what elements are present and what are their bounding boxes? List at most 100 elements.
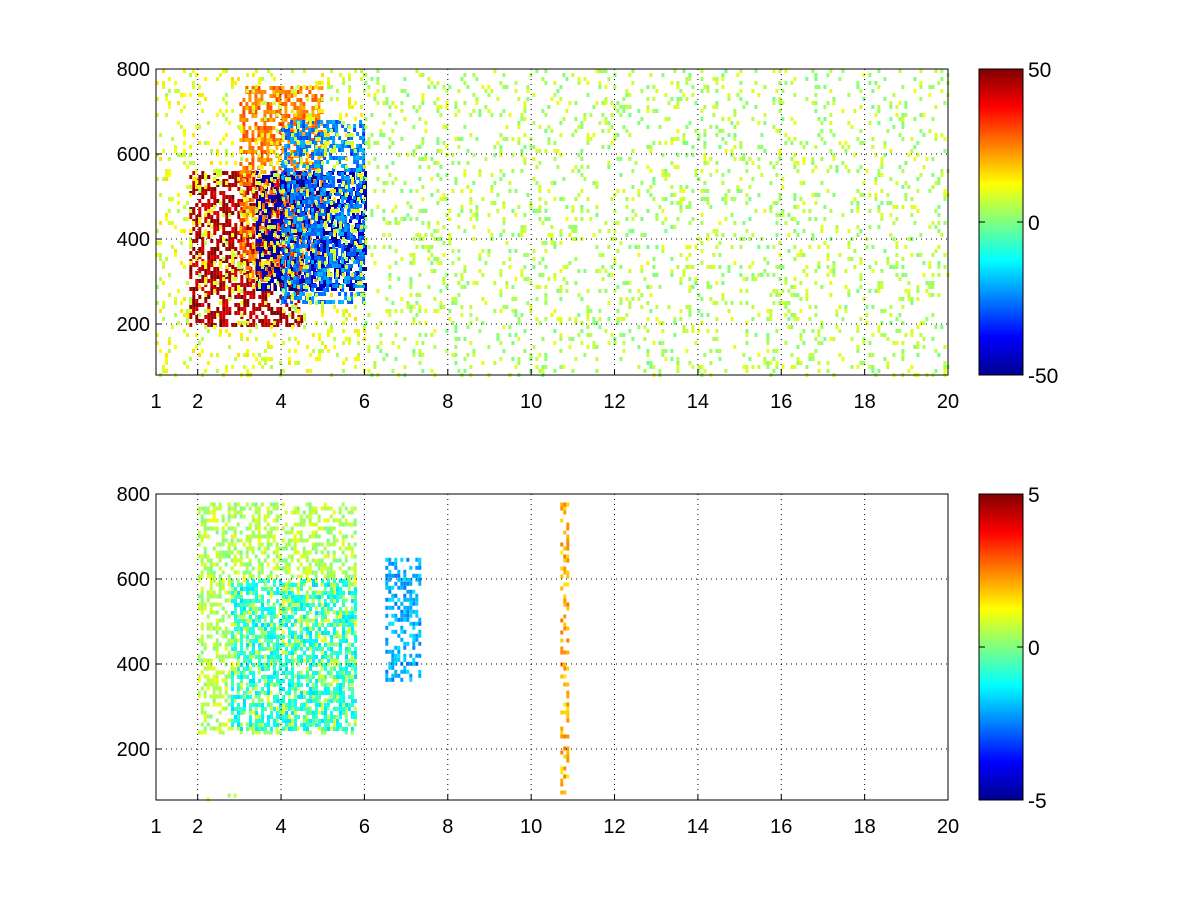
top-heatmap-cell (628, 269, 632, 273)
top-heatmap-cell (261, 229, 264, 233)
top-heatmap-cell (257, 106, 261, 110)
top-heatmap-cell (257, 98, 261, 102)
top-heatmap-cell (727, 97, 731, 101)
top-heatmap-cell (463, 173, 467, 177)
top-heatmap-cell (356, 256, 360, 260)
top-heatmap-cell (192, 239, 196, 243)
top-heatmap-cell (697, 237, 701, 241)
top-heatmap-cell (427, 225, 431, 229)
top-heatmap-cell (300, 261, 303, 265)
top-heatmap-cell (207, 291, 211, 295)
top-heatmap-cell (225, 203, 229, 207)
top-heatmap-cell (730, 149, 734, 153)
top-heatmap-cell (454, 297, 458, 301)
top-heatmap-cell (198, 141, 201, 145)
top-heatmap-cell (271, 235, 274, 239)
top-heatmap-cell (309, 141, 312, 145)
top-heatmap-cell (553, 309, 557, 313)
top-heatmap-cell (231, 365, 234, 369)
top-heatmap-cell (646, 285, 650, 289)
top-heatmap-cell (652, 365, 656, 369)
top-heatmap-cell (637, 121, 641, 125)
top-heatmap-cell (280, 271, 283, 275)
top-heatmap-cell (308, 136, 312, 140)
top-heatmap-cell (418, 237, 422, 241)
top-heatmap-cell (535, 297, 539, 301)
top-heatmap-cell (257, 146, 261, 150)
top-heatmap-cell (195, 215, 199, 219)
top-heatmap-cell (511, 285, 515, 289)
top-heatmap-cell (676, 357, 680, 361)
top-heatmap-cell (322, 263, 325, 267)
top-heatmap-cell (685, 257, 689, 261)
top-heatmap-cell (454, 137, 458, 141)
top-heatmap-cell (264, 251, 268, 255)
top-heatmap-cell (460, 273, 464, 277)
top-heatmap-cell (323, 200, 327, 204)
top-heatmap-cell (514, 213, 518, 217)
top-heatmap-cell (287, 180, 291, 184)
top-heatmap-cell (682, 69, 686, 73)
top-heatmap-cell (297, 201, 300, 205)
top-heatmap-cell (281, 114, 285, 118)
top-heatmap-cell (284, 228, 288, 232)
top-heatmap-cell (322, 279, 325, 283)
top-heatmap-cell (547, 233, 551, 237)
top-heatmap-cell (362, 136, 366, 140)
top-heatmap-cell (376, 101, 380, 105)
top-heatmap-cell (586, 197, 590, 201)
top-heatmap-cell (189, 301, 192, 305)
top-heatmap-cell (192, 299, 196, 303)
top-heatmap-cell (269, 198, 273, 202)
top-heatmap-cell (219, 235, 223, 239)
top-heatmap-cell (174, 145, 177, 149)
top-heatmap-cell (331, 287, 334, 291)
top-heatmap-cell (333, 145, 336, 149)
top-heatmap-cell (314, 284, 318, 288)
top-heatmap-cell (354, 357, 357, 361)
top-heatmap-cell (298, 183, 301, 187)
top-heatmap-cell (296, 256, 300, 260)
top-heatmap-cell (406, 213, 410, 217)
top-heatmap-cell (628, 229, 632, 233)
top-heatmap-cell (451, 261, 455, 265)
top-heatmap-cell (285, 209, 288, 213)
top-heatmap-cell (162, 305, 165, 309)
top-heatmap-cell (240, 289, 243, 293)
top-heatmap-cell (239, 182, 243, 186)
top-heatmap-cell (388, 233, 392, 237)
top-heatmap-cell (427, 165, 431, 169)
top-heatmap-cell (385, 97, 389, 101)
top-heatmap-cell (529, 281, 533, 285)
top-heatmap-cell (255, 191, 259, 195)
top-heatmap-cell (715, 317, 719, 321)
top-heatmap-cell (282, 137, 285, 141)
top-heatmap-cell (298, 279, 301, 283)
top-heatmap-cell (334, 203, 337, 207)
top-heatmap-cell (322, 239, 325, 243)
top-heatmap-cell (317, 114, 321, 118)
top-heatmap-cell (502, 217, 506, 221)
top-heatmap-cell (433, 257, 437, 261)
top-heatmap-cell (362, 128, 366, 132)
top-heatmap-cell (321, 109, 324, 113)
top-heatmap-cell (263, 162, 267, 166)
top-heatmap-cell (323, 188, 327, 192)
top-heatmap-cell (359, 236, 363, 240)
top-heatmap-cell (317, 212, 321, 216)
top-heatmap-cell (356, 156, 360, 160)
top-heatmap-cell (288, 295, 292, 299)
top-heatmap-cell (580, 149, 584, 153)
top-heatmap-cell (219, 73, 222, 77)
top-heatmap-cell (287, 124, 291, 128)
top-heatmap-cell (320, 268, 324, 272)
top-heatmap-cell (324, 221, 327, 225)
top-heatmap-cell (418, 73, 422, 77)
top-heatmap-cell (336, 133, 339, 137)
top-heatmap-cell (299, 98, 303, 102)
top-heatmap-cell (263, 90, 267, 94)
top-heatmap-cell (520, 233, 524, 237)
top-heatmap-cell (607, 121, 611, 125)
top-heatmap-cell (228, 307, 232, 311)
